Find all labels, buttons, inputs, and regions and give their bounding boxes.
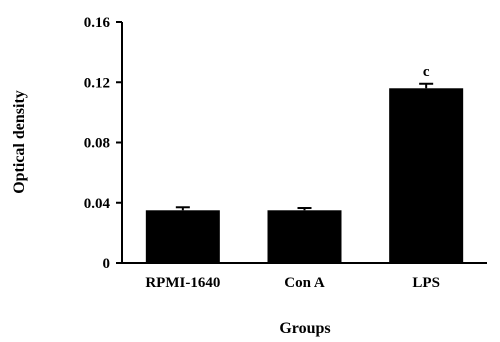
y-tick-label: 0.16	[84, 15, 111, 31]
y-axis-title: Optical density	[11, 90, 28, 194]
bars: c	[145, 64, 464, 264]
y-tick-label: 0.08	[84, 136, 110, 152]
x-tick-label: LPS	[412, 275, 440, 291]
x-axis-title: Groups	[279, 320, 330, 337]
y-tick-label: 0.12	[84, 75, 110, 91]
significance-label: c	[423, 64, 430, 80]
y-tick-label: 0	[103, 256, 111, 272]
x-tick-label: Con A	[284, 275, 325, 291]
y-tick-label: 0.04	[84, 196, 111, 212]
x-tick-label: RPMI-1640	[145, 275, 220, 291]
x-axis: RPMI-1640 Con A LPS	[121, 262, 487, 291]
bar	[389, 88, 464, 264]
bar	[267, 210, 342, 263]
bar	[145, 210, 220, 263]
y-axis: 0 0.04 0.08 0.12 0.16	[84, 15, 123, 272]
